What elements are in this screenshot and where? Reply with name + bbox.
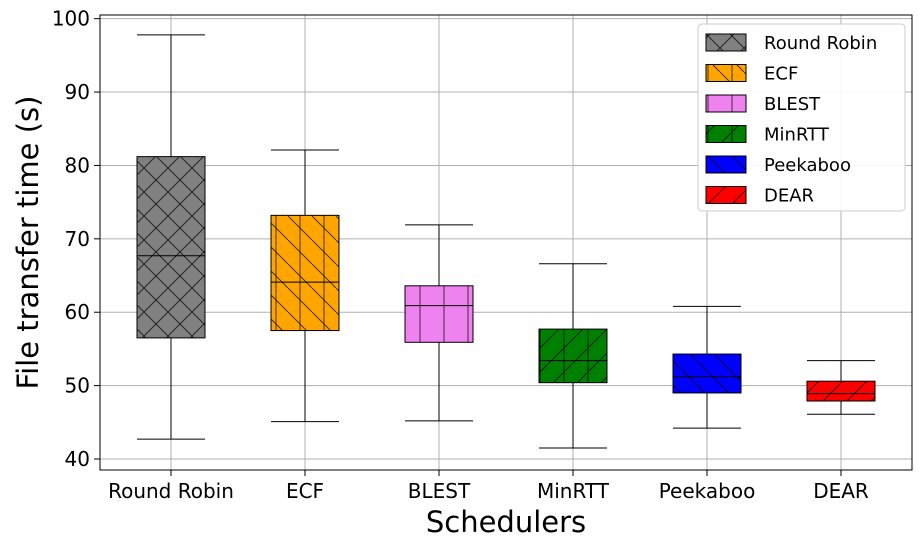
box-round-robin: [136, 34, 206, 440]
legend-swatch: [705, 155, 747, 174]
legend-swatch: [705, 125, 747, 143]
y-tick-label: 50: [65, 374, 90, 398]
legend-label: MinRTT: [764, 125, 830, 146]
y-tick-label: 80: [65, 153, 90, 177]
legend-swatch: [705, 33, 747, 52]
x-tick-label: ECF: [286, 479, 324, 503]
y-tick-label: 40: [65, 447, 90, 471]
legend-swatch: [705, 64, 747, 82]
legend-label: DEAR: [764, 186, 814, 207]
x-tick-label: BLEST: [408, 479, 471, 503]
box-dear: [806, 360, 876, 415]
legend-label: Peekaboo: [764, 155, 851, 176]
iqr-box: [538, 328, 608, 384]
y-tick-label: 60: [65, 300, 90, 324]
x-tick-label: MinRTT: [537, 479, 610, 503]
legend-swatch: [705, 94, 747, 113]
x-tick-label: Peekaboo: [659, 479, 756, 503]
box-blest: [404, 224, 474, 422]
iqr-box: [806, 380, 876, 402]
x-axis-title: Schedulers: [426, 505, 586, 539]
iqr-box: [672, 353, 742, 394]
x-tick-label: Round Robin: [108, 479, 234, 503]
box-minrtt: [538, 263, 608, 449]
iqr-box: [404, 285, 474, 343]
iqr-box: [270, 214, 340, 332]
legend: Round Robin ECF BLEST MinRTT Peekaboo DEAR: [697, 23, 906, 212]
legend-swatch: [705, 186, 747, 204]
legend-label: ECF: [764, 64, 798, 85]
y-tick-label: 70: [65, 227, 90, 251]
boxes: [136, 34, 876, 449]
box-peekaboo: [672, 305, 742, 429]
legend-label: Round Robin: [764, 33, 877, 54]
plot-frame: [99, 14, 913, 471]
iqr-box: [136, 156, 206, 339]
box-ecf: [270, 149, 340, 423]
y-axis-title: File transfer time (s): [11, 96, 45, 390]
legend-label: BLEST: [764, 94, 821, 115]
y-tick-label: 90: [65, 80, 90, 104]
y-tick-label: 100: [52, 7, 90, 31]
axes: 40 50 60 70 80 90 100 Round Robin ECF BLEST MinRTT…: [52, 7, 913, 503]
x-tick-label: DEAR: [813, 479, 869, 503]
